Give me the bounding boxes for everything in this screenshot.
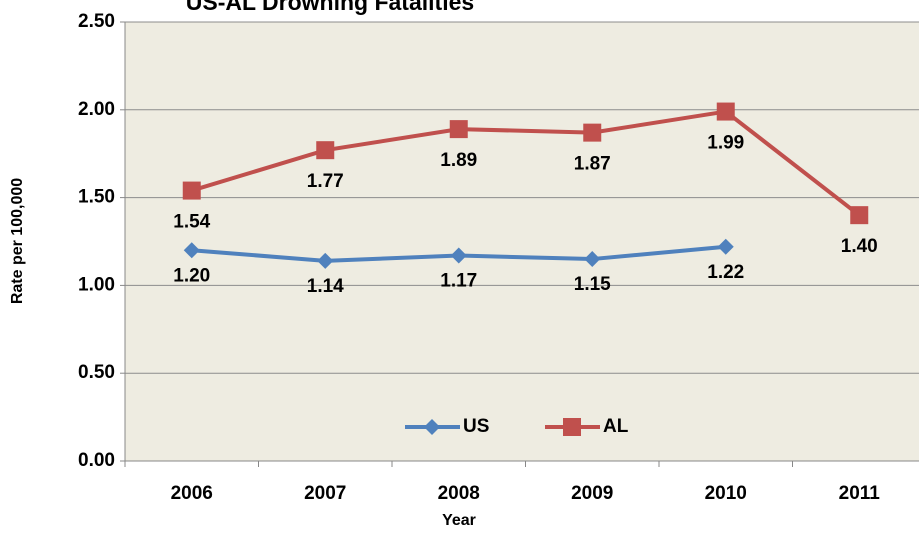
data-label: 1.14 (307, 276, 344, 297)
data-label: 1.99 (707, 133, 744, 154)
data-point (716, 102, 735, 121)
data-point (317, 252, 334, 269)
data-point (183, 242, 200, 259)
data-point (316, 141, 335, 160)
y-tick-label: 2.50 (78, 11, 115, 32)
x-tick-label: 2007 (304, 483, 346, 504)
chart-title: US-AL Drowning Fatalities (186, 0, 474, 15)
data-label: 1.20 (173, 265, 210, 286)
x-axis-label: Year (442, 512, 476, 529)
y-tick-label: 2.00 (78, 99, 115, 120)
data-point (182, 181, 201, 200)
legend-label: AL (603, 416, 629, 437)
data-point (449, 120, 468, 139)
data-label: 1.87 (574, 154, 611, 175)
x-tick-label: 2008 (438, 483, 480, 504)
y-tick-label: 1.50 (78, 187, 115, 208)
plot-area (125, 22, 919, 461)
data-label: 1.77 (307, 171, 344, 192)
x-tick-label: 2006 (171, 483, 213, 504)
y-tick-label: 0.50 (78, 362, 115, 383)
x-tick-label: 2009 (571, 483, 613, 504)
x-tick-label: 2010 (705, 483, 747, 504)
y-tick-label: 0.00 (78, 450, 115, 471)
legend-marker (424, 419, 440, 435)
y-axis-label: Rate per 100,000 (9, 178, 26, 304)
series-line (191, 109, 861, 217)
x-tick-label: 2011 (839, 483, 881, 504)
data-label: 1.17 (440, 271, 477, 292)
data-label: 1.22 (707, 262, 744, 283)
legend-label: US (463, 416, 489, 437)
data-point (584, 251, 601, 268)
data-point (583, 123, 602, 142)
data-point (850, 206, 869, 225)
data-label: 1.89 (440, 150, 477, 171)
legend-marker (563, 418, 581, 436)
data-point (717, 238, 734, 255)
data-label: 1.40 (841, 236, 878, 257)
data-point (450, 247, 467, 264)
data-label: 1.54 (173, 212, 210, 233)
y-tick-label: 1.00 (78, 274, 115, 295)
data-label: 1.15 (574, 274, 611, 295)
